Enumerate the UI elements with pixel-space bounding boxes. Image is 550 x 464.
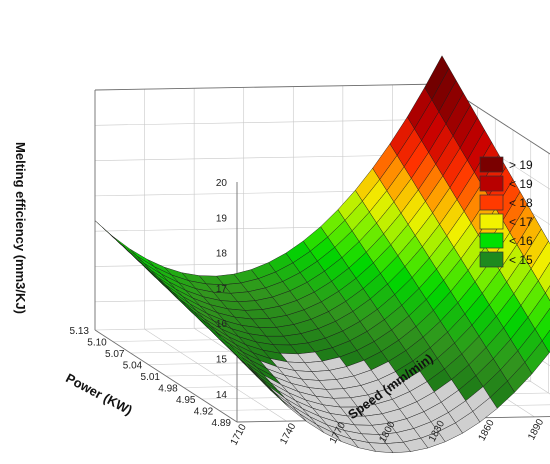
surface-patch (545, 285, 550, 302)
legend-label: > 19 (509, 158, 533, 172)
legend-swatch (479, 251, 504, 268)
y-tick-label: 4.89 (212, 418, 232, 429)
legend: > 19 < 19 < 18 < 17 < 16 < 15 (479, 156, 533, 268)
z-tick-label: 18 (216, 249, 228, 260)
y-tick-label: 5.07 (105, 349, 125, 360)
z-tick-label: 15 (216, 354, 228, 365)
x-tick-label: 1740 (278, 421, 298, 446)
legend-swatch (479, 194, 504, 211)
legend-swatch (479, 232, 504, 249)
legend-label: < 16 (509, 234, 533, 248)
y-tick-label: 5.01 (141, 372, 161, 383)
y-tick-label: 5.10 (87, 338, 107, 349)
z-tick-label: 19 (216, 213, 228, 224)
legend-swatch (479, 156, 504, 173)
legend-label: < 17 (509, 215, 533, 229)
x-tick-label: 1710 (229, 422, 249, 447)
legend-label: < 15 (509, 253, 533, 267)
y-tick-label: 5.04 (123, 361, 143, 372)
y-tick-label: 4.98 (158, 384, 178, 395)
legend-swatch (479, 213, 504, 230)
z-tick-label: 20 (216, 178, 228, 189)
x-tick-label: 1890 (526, 417, 546, 442)
legend-label: < 19 (509, 177, 533, 191)
legend-swatch (479, 175, 504, 192)
z-axis-title: Melting efficiency (mm3/KJ) (13, 142, 28, 314)
y-axis-title: Power (KW) (63, 370, 134, 417)
box-edge (94, 83, 443, 91)
y-tick-label: 4.95 (176, 395, 196, 406)
z-tick-label: 14 (216, 390, 228, 401)
legend-label: < 18 (509, 196, 533, 210)
y-tick-label: 5.13 (70, 326, 90, 337)
box-edge (94, 329, 238, 423)
z-tick-label: 16 (216, 319, 228, 330)
surface-patch (229, 344, 255, 373)
grid-line (94, 118, 443, 126)
y-tick-label: 4.92 (194, 407, 214, 418)
z-tick-label: 17 (216, 284, 228, 295)
